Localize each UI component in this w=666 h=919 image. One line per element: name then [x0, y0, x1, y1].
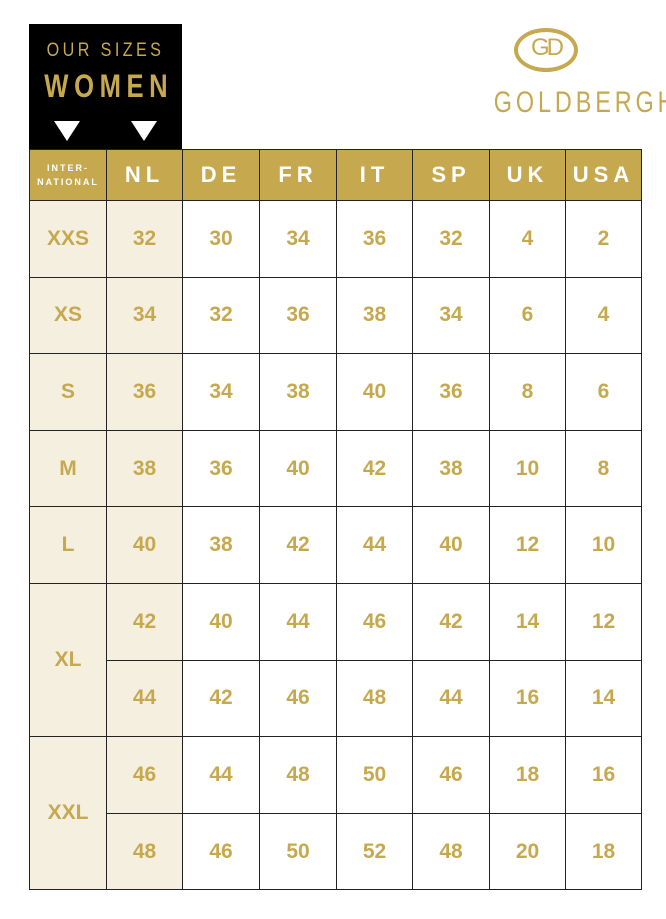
- size-cell-it: 42: [336, 429, 413, 508]
- intl-size: XXS: [29, 200, 107, 278]
- size-cell-fr: 48: [259, 736, 337, 814]
- size-cell-uk: 6: [489, 276, 566, 355]
- size-cell-uk: 14: [489, 582, 566, 661]
- size-cell-fr: 34: [259, 200, 337, 278]
- table-row: 48 46 50 52 48 20 18: [30, 812, 642, 891]
- size-cell-nl: 44: [106, 659, 183, 738]
- size-cell-uk: 4: [489, 200, 566, 278]
- size-cell-usa: 8: [565, 429, 642, 508]
- size-cell-nl: 42: [106, 582, 183, 661]
- size-cell-usa: 12: [565, 582, 642, 661]
- size-cell-usa: 16: [565, 736, 642, 814]
- table-row: 44 42 46 48 44 16 14: [30, 659, 642, 738]
- size-cell-usa: 14: [565, 659, 642, 738]
- size-cell-sp: 44: [412, 659, 490, 738]
- size-cell-de: 44: [182, 736, 260, 814]
- size-cell-de: 46: [182, 812, 260, 891]
- size-cell-de: 30: [182, 200, 260, 278]
- size-cell-de: 40: [182, 582, 260, 661]
- intl-size: M: [29, 429, 107, 508]
- arrow-down-icon: [54, 121, 80, 141]
- size-cell-sp: 48: [412, 812, 490, 891]
- size-cell-fr: 36: [259, 276, 337, 355]
- title-block: OUR SIZES WOMEN: [29, 24, 182, 149]
- column-header-nl: NL: [106, 149, 183, 201]
- size-cell-usa: 4: [565, 276, 642, 355]
- size-cell-usa: 10: [565, 506, 642, 584]
- column-header-usa: USA: [565, 149, 642, 201]
- size-cell-nl: 36: [106, 353, 183, 431]
- size-cell-it: 50: [336, 736, 413, 814]
- size-cell-fr: 44: [259, 582, 337, 661]
- table-row: XXL 46 44 48 50 46 18 16: [29, 736, 642, 891]
- size-cell-de: 42: [182, 659, 260, 738]
- intl-size: XL: [29, 582, 107, 738]
- column-header-fr: FR: [259, 149, 337, 201]
- size-cell-uk: 10: [489, 429, 566, 508]
- size-cell-sp: 46: [412, 736, 490, 814]
- size-cell-nl: 34: [106, 276, 183, 355]
- size-cell-nl: 38: [106, 429, 183, 508]
- size-cell-nl: 46: [106, 736, 183, 814]
- column-header-uk: UK: [489, 149, 566, 201]
- size-cell-it: 52: [336, 812, 413, 891]
- size-cell-usa: 2: [565, 200, 642, 278]
- size-cell-uk: 16: [489, 659, 566, 738]
- size-cell-usa: 6: [565, 353, 642, 431]
- size-cell-sp: 42: [412, 582, 490, 661]
- size-cell-de: 38: [182, 506, 260, 584]
- table-row: XXS 32 30 34 36 32 4 2: [29, 200, 642, 278]
- intl-size: S: [29, 353, 107, 431]
- size-cell-sp: 36: [412, 353, 490, 431]
- size-cell-nl: 48: [106, 812, 183, 891]
- table-row: M 38 36 40 42 38 10 8: [29, 429, 642, 508]
- intl-size: L: [29, 506, 107, 584]
- title-line2: WOMEN: [44, 68, 174, 104]
- table-row: S 36 34 38 40 36 8 6: [29, 353, 642, 431]
- size-cell-it: 40: [336, 353, 413, 431]
- size-cell-uk: 8: [489, 353, 566, 431]
- size-cell-it: 48: [336, 659, 413, 738]
- size-cell-nl: 40: [106, 506, 183, 584]
- title-line1: OUR SIZES: [46, 40, 165, 61]
- brand-name: GOLDBERGH: [493, 86, 666, 119]
- size-cell-it: 36: [336, 200, 413, 278]
- size-cell-de: 36: [182, 429, 260, 508]
- arrow-down-icon: [131, 121, 157, 141]
- size-cell-sp: 38: [412, 429, 490, 508]
- size-cell-sp: 34: [412, 276, 490, 355]
- size-cell-sp: 32: [412, 200, 490, 278]
- brand-logo: GD: [514, 28, 578, 72]
- table-row: XL 42 40 44 46 42 14 12: [29, 582, 642, 738]
- column-header-international: INTER- NATIONAL: [29, 149, 107, 201]
- size-cell-it: 38: [336, 276, 413, 355]
- intl-size: XS: [29, 276, 107, 355]
- size-cell-nl: 32: [106, 200, 183, 278]
- size-cell-de: 32: [182, 276, 260, 355]
- table-row: XS 34 32 36 38 34 6 4: [29, 276, 642, 355]
- intl-size: XXL: [29, 736, 107, 891]
- size-cell-fr: 46: [259, 659, 337, 738]
- size-cell-fr: 50: [259, 812, 337, 891]
- size-cell-fr: 38: [259, 353, 337, 431]
- size-table: INTER- NATIONAL NL DE FR IT SP UK USA XXS 32 30 34 3…: [29, 149, 642, 891]
- column-header-de: DE: [182, 149, 260, 201]
- size-cell-fr: 40: [259, 429, 337, 508]
- size-cell-uk: 20: [489, 812, 566, 891]
- column-header-sp: SP: [412, 149, 490, 201]
- size-cell-it: 44: [336, 506, 413, 584]
- size-cell-fr: 42: [259, 506, 337, 584]
- size-cell-it: 46: [336, 582, 413, 661]
- table-row: L 40 38 42 44 40 12 10: [29, 506, 642, 584]
- size-cell-uk: 18: [489, 736, 566, 814]
- size-cell-uk: 12: [489, 506, 566, 584]
- column-header-it: IT: [336, 149, 413, 201]
- size-cell-sp: 40: [412, 506, 490, 584]
- size-cell-de: 34: [182, 353, 260, 431]
- size-cell-usa: 18: [565, 812, 642, 891]
